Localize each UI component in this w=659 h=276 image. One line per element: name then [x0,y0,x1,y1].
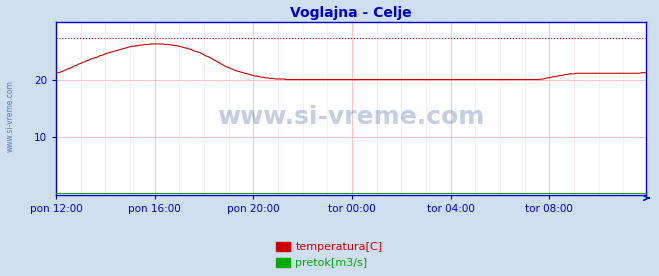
Text: www.si-vreme.com: www.si-vreme.com [5,80,14,152]
Text: www.si-vreme.com: www.si-vreme.com [217,105,484,129]
Legend: temperatura[C], pretok[m3/s]: temperatura[C], pretok[m3/s] [274,240,385,270]
Title: Voglajna - Celje: Voglajna - Celje [290,6,412,20]
